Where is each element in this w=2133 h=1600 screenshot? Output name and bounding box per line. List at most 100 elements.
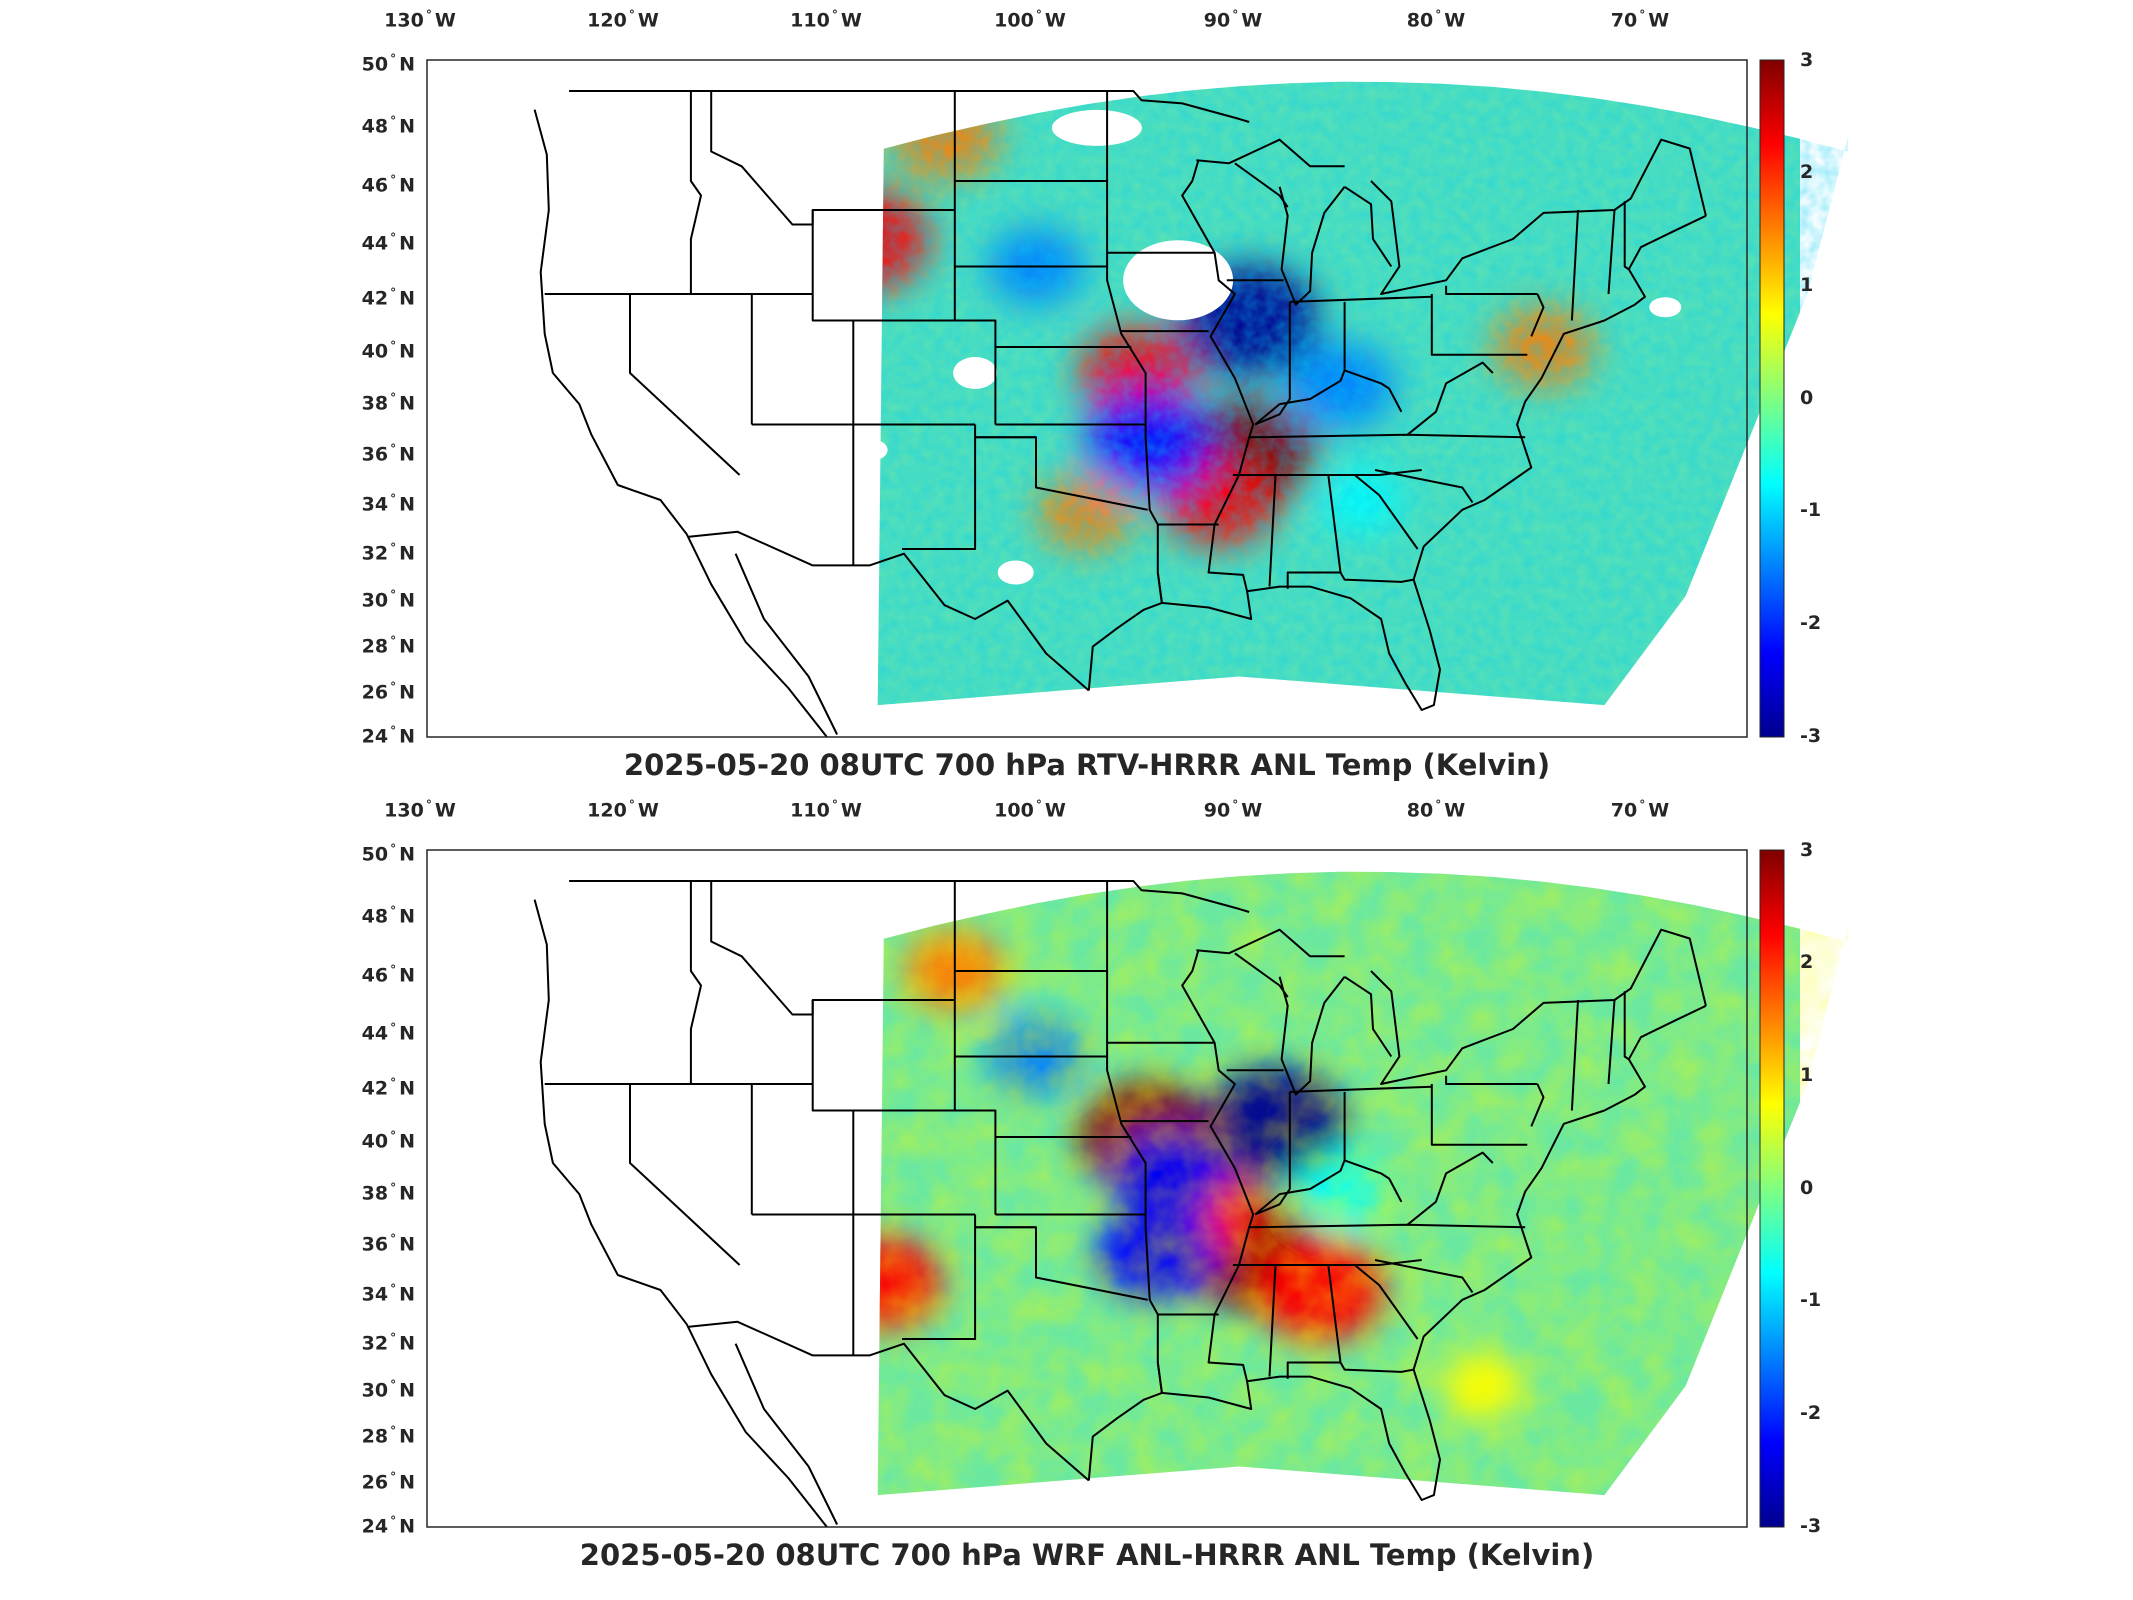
boundary-line xyxy=(629,1084,741,1266)
no-data-patch xyxy=(953,357,998,389)
boundary-line xyxy=(629,294,741,476)
no-data-patch xyxy=(1123,240,1234,321)
boundary-line xyxy=(1354,474,1419,550)
boundary-line xyxy=(1156,572,1163,604)
no-data-patch xyxy=(1051,109,1142,146)
colorbar-tick-label: 1 xyxy=(1800,1064,1814,1086)
lat-label: 36 ° N xyxy=(361,1232,415,1256)
lon-label: 110 ° W xyxy=(790,798,862,822)
boundary-line xyxy=(1530,293,1545,337)
boundary-line xyxy=(811,210,854,322)
boundary-line xyxy=(1106,881,1163,1394)
lat-label: 28 ° N xyxy=(361,1424,415,1448)
lat-label: 34 ° N xyxy=(361,492,415,516)
map-frame xyxy=(426,59,1748,738)
boundary-line xyxy=(1623,201,1630,271)
boundary-line xyxy=(1268,1264,1277,1377)
boundary-line xyxy=(1344,975,1393,1058)
boundary-line xyxy=(1234,162,1289,208)
lat-label: 44 ° N xyxy=(361,1021,415,1045)
lat-label: 30 ° N xyxy=(361,588,415,612)
lat-label: 50 ° N xyxy=(361,842,415,866)
boundary-line xyxy=(1374,469,1474,504)
lat-label: 26 ° N xyxy=(361,1470,415,1494)
lat-label: 46 ° N xyxy=(361,173,415,197)
boundary-line xyxy=(1254,1091,1291,1216)
colorbar-tick-label: -2 xyxy=(1800,612,1822,634)
boundary-line xyxy=(953,881,997,1215)
colorbar-tick-label: -3 xyxy=(1800,725,1822,747)
lon-label: 100 ° W xyxy=(994,798,1066,822)
colorbar-tick-label: 2 xyxy=(1800,161,1814,183)
boundary-line xyxy=(1430,294,1528,356)
boundary-line xyxy=(1196,138,1345,168)
boundary-line xyxy=(734,553,838,735)
colorbar-tick-label: 0 xyxy=(1800,1177,1814,1199)
lat-label: 32 ° N xyxy=(361,541,415,565)
lon-label: 110 ° W xyxy=(790,8,862,32)
field-texture xyxy=(877,81,1800,706)
boundary-line xyxy=(1156,1362,1163,1394)
lat-label: 48 ° N xyxy=(361,114,415,138)
boundary-line xyxy=(1530,1083,1545,1127)
boundary-line xyxy=(1289,295,1432,303)
boundary-line xyxy=(1278,186,1346,306)
boundary-line xyxy=(902,1214,977,1340)
boundary-line xyxy=(1254,369,1403,426)
boundary-line xyxy=(533,109,688,535)
boundary-line xyxy=(1370,928,1707,1085)
colorbar-tick-label: 2 xyxy=(1800,951,1814,973)
boundary-line xyxy=(1254,1159,1403,1216)
state-boundaries xyxy=(533,880,1707,1528)
boundary-line xyxy=(1289,1085,1432,1093)
boundary-line xyxy=(1087,579,1441,711)
boundary-line xyxy=(1412,1004,1707,1370)
boundary-line xyxy=(1570,209,1579,321)
colorbar-tick-label: 0 xyxy=(1800,387,1814,409)
boundary-line xyxy=(953,91,997,425)
lat-label: 44 ° N xyxy=(361,231,415,255)
boundary-line xyxy=(685,1323,828,1528)
map-plot-wrf xyxy=(426,849,1800,1528)
map-panel-wrf: 130 ° W 120 ° W 110 ° W 100 ° W 90 ° W 80 ° W 70 ° W 5… xyxy=(0,790,2133,1590)
lat-label: 40 ° N xyxy=(361,1129,415,1153)
colorbar xyxy=(1759,59,1785,738)
lat-label: 34 ° N xyxy=(361,1282,415,1306)
boundary-line xyxy=(902,424,977,550)
boundary-line xyxy=(1196,928,1345,958)
lon-label: 80 ° W xyxy=(1406,798,1466,822)
boundary-line xyxy=(689,881,702,1084)
lon-label: 100 ° W xyxy=(994,8,1066,32)
boundary-line xyxy=(1254,301,1291,426)
boundary-line xyxy=(1430,1084,1528,1146)
boundary-line xyxy=(688,1320,1090,1482)
colorbar-tick-label: -1 xyxy=(1800,1289,1822,1311)
plot-title: 2025-05-20 08UTC 700 hPa WRF ANL-HRRR AN… xyxy=(579,1538,1595,1572)
boundary-line xyxy=(1181,160,1255,592)
state-boundaries xyxy=(533,90,1707,738)
lat-label: 48 ° N xyxy=(361,904,415,928)
boundary-line xyxy=(1344,185,1393,268)
boundary-line xyxy=(1278,976,1346,1096)
colorbar-tick-label: -3 xyxy=(1800,1515,1822,1537)
boundary-line xyxy=(688,530,1090,692)
boundary-line xyxy=(734,1343,838,1525)
lat-label: 24 ° N xyxy=(361,724,415,748)
temperature-field-rtv xyxy=(877,81,1800,706)
lon-label: 120 ° W xyxy=(587,798,659,822)
boundary-line xyxy=(569,90,1250,123)
boundary-line xyxy=(1339,571,1414,583)
boundary-line xyxy=(1106,91,1163,604)
boundary-line xyxy=(1234,952,1289,998)
boundary-line xyxy=(1607,999,1616,1085)
boundary-line xyxy=(1623,991,1630,1061)
boundary-line xyxy=(1339,1361,1414,1373)
lon-label: 130 ° W xyxy=(384,8,456,32)
boundary-line xyxy=(685,533,828,738)
field-texture xyxy=(877,871,1800,1496)
colorbar-tick-label: 1 xyxy=(1800,274,1814,296)
lat-label: 46 ° N xyxy=(361,963,415,987)
boundary-line xyxy=(1570,999,1579,1111)
map-frame xyxy=(426,849,1748,1528)
boundary-line xyxy=(811,1000,854,1112)
